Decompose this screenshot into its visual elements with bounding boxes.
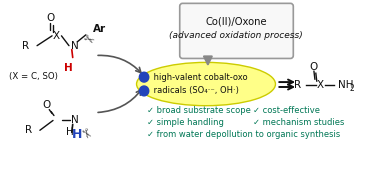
FancyBboxPatch shape [180, 3, 293, 58]
Text: (advanced oxidation process): (advanced oxidation process) [169, 31, 303, 40]
Text: R: R [294, 80, 301, 90]
Text: ✓ simple handling: ✓ simple handling [147, 118, 224, 127]
Text: ✓ cost-effective: ✓ cost-effective [253, 106, 320, 115]
Text: H: H [72, 128, 83, 141]
Text: ✂: ✂ [80, 33, 96, 49]
Text: X: X [317, 80, 324, 90]
Text: ✓ from water depollution to organic synthesis: ✓ from water depollution to organic synt… [147, 130, 340, 139]
Text: N: N [71, 115, 79, 125]
Text: N: N [71, 41, 79, 51]
Text: (X = C, SO): (X = C, SO) [9, 72, 58, 81]
Text: R: R [25, 125, 33, 135]
Text: R: R [22, 41, 29, 51]
Circle shape [139, 86, 149, 96]
Text: ✂: ✂ [76, 126, 92, 142]
Text: Co(II)/Oxone: Co(II)/Oxone [205, 16, 267, 26]
Text: H: H [66, 127, 74, 137]
Text: Ar: Ar [93, 24, 107, 34]
Text: O: O [309, 62, 317, 72]
Circle shape [139, 72, 149, 82]
Text: 2: 2 [350, 84, 354, 93]
Text: X: X [52, 31, 59, 41]
Text: H: H [64, 63, 73, 73]
Text: radicals (SO₄·⁻, OH·): radicals (SO₄·⁻, OH·) [150, 86, 239, 95]
Text: ✓ mechanism studies: ✓ mechanism studies [253, 118, 344, 127]
Text: ✓ broad substrate scope: ✓ broad substrate scope [147, 106, 251, 115]
Ellipse shape [136, 62, 276, 106]
Text: O: O [46, 13, 54, 23]
Text: high-valent cobalt-oxo: high-valent cobalt-oxo [150, 73, 247, 82]
Text: NH: NH [338, 80, 354, 90]
Text: O: O [42, 100, 51, 110]
